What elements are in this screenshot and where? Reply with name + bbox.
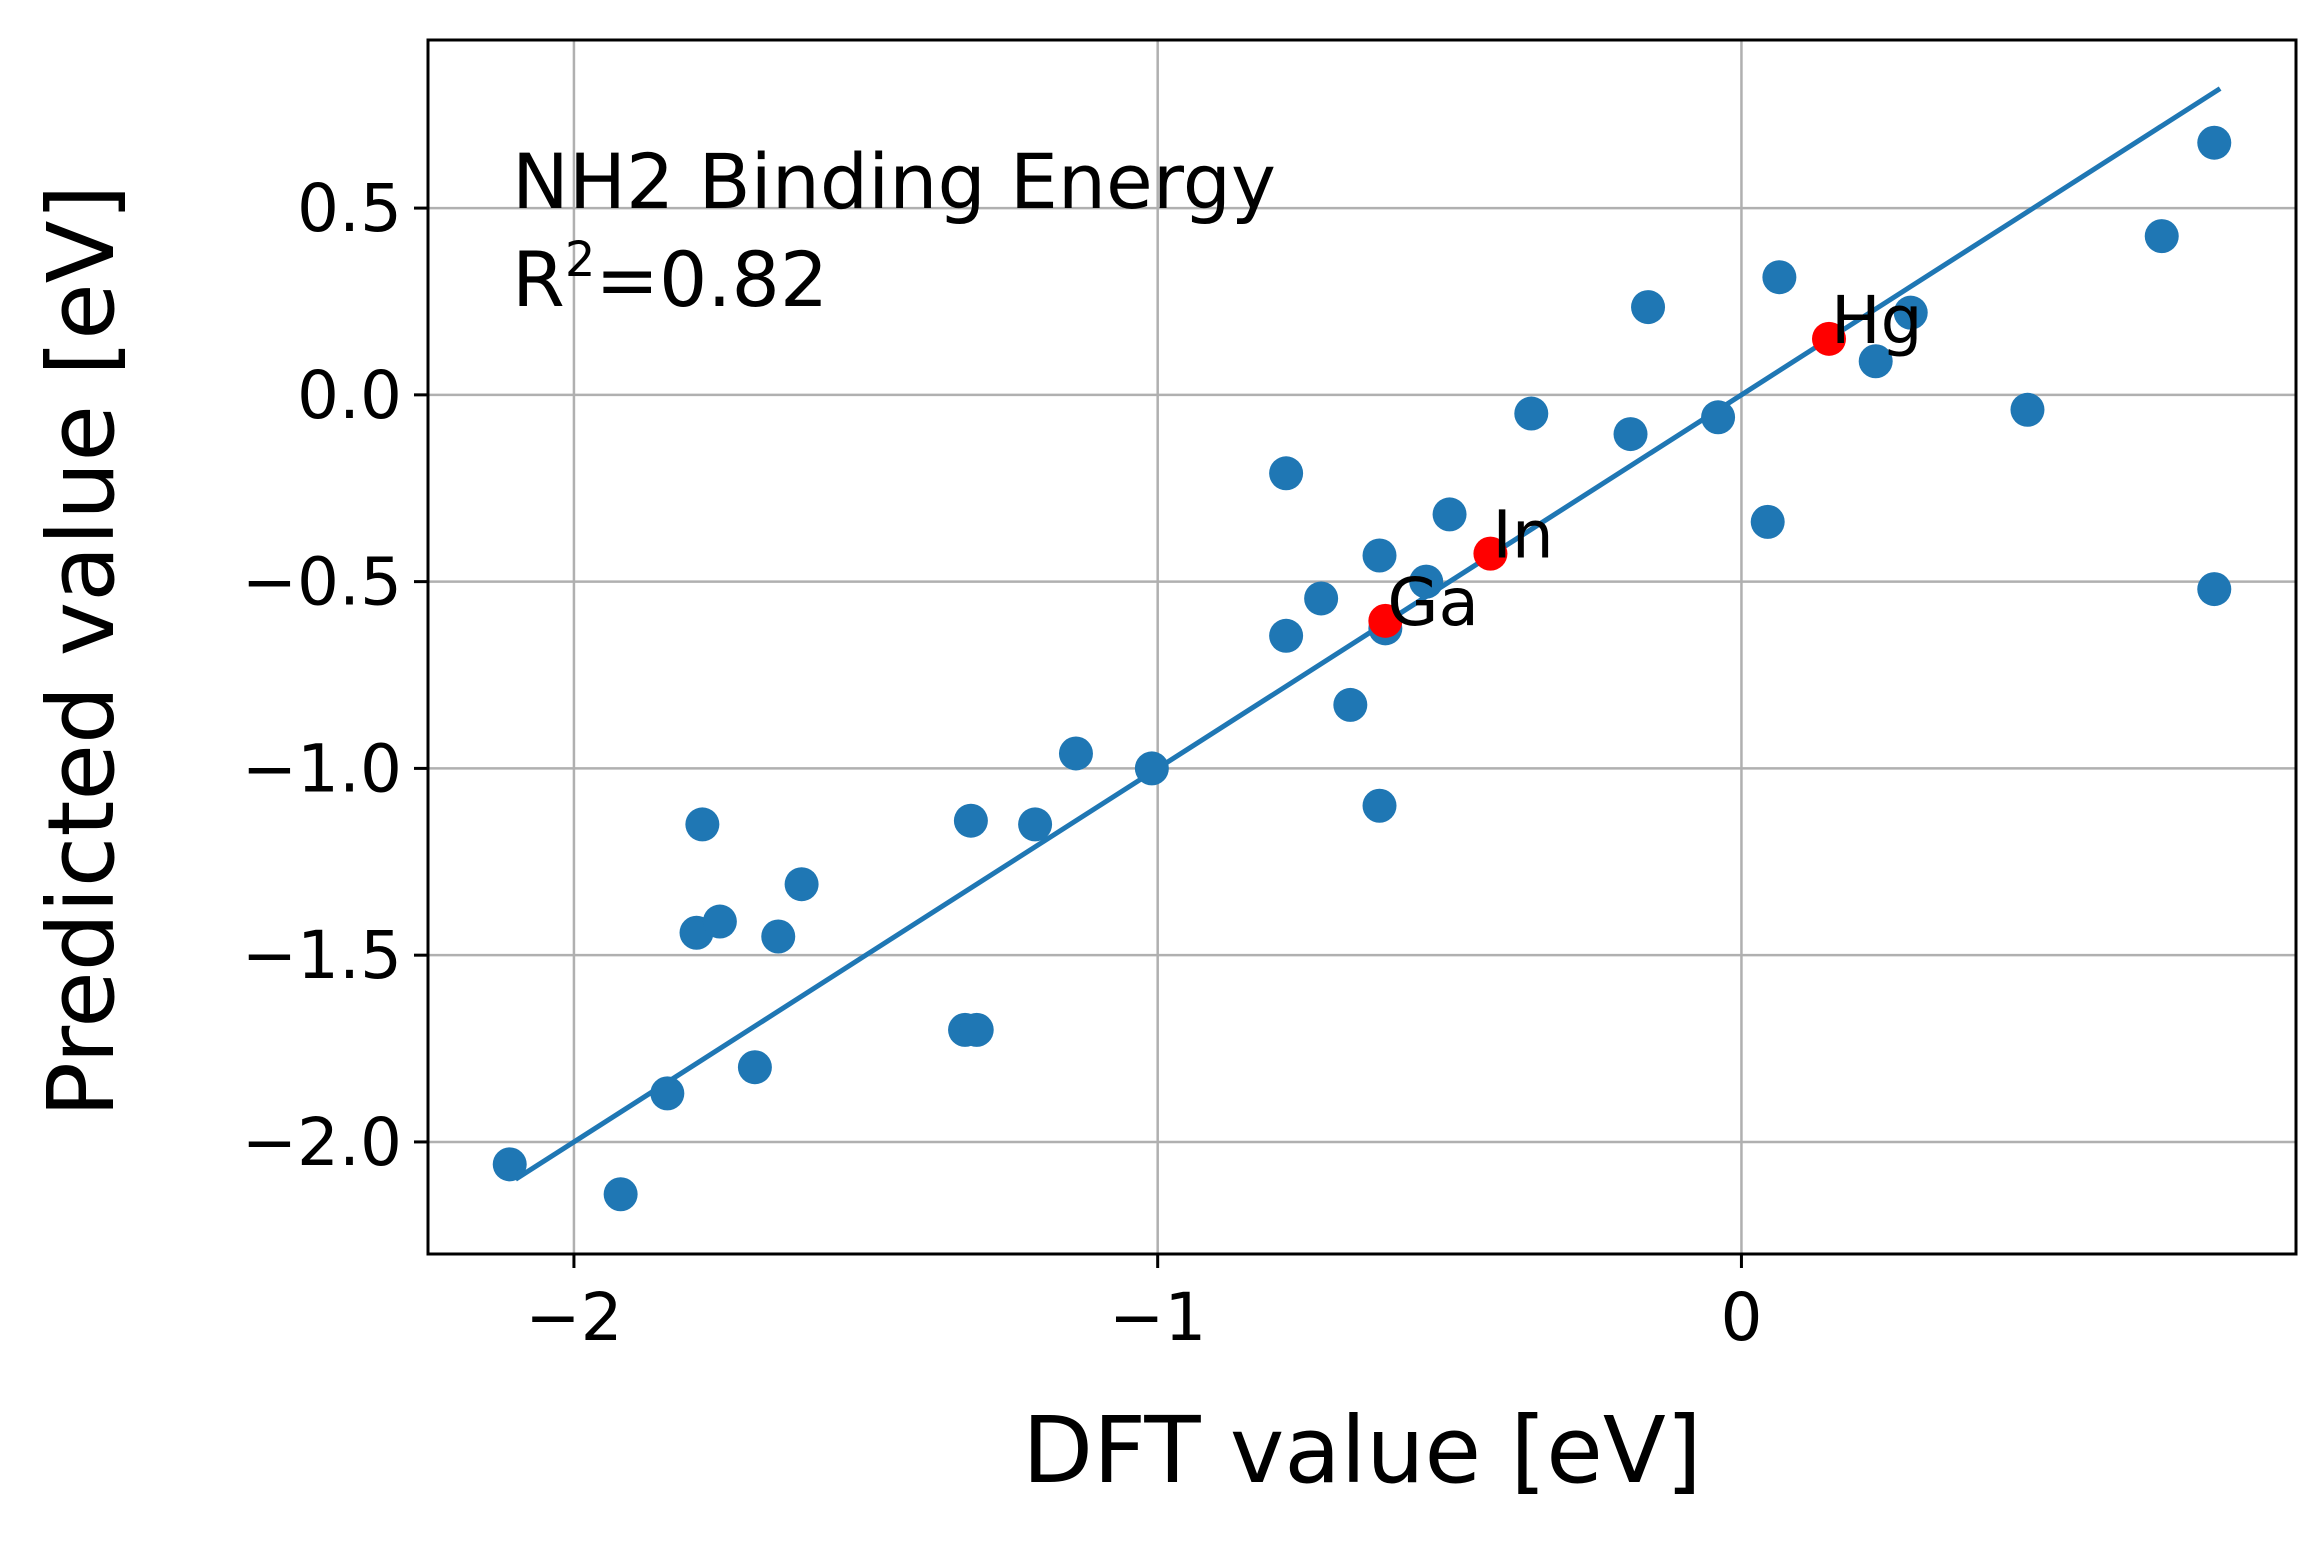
y-axis-label: Predicted value [eV] — [28, 185, 135, 1118]
data-point — [1432, 497, 1467, 532]
data-point — [2010, 392, 2045, 427]
r2-value: =0.82 — [595, 235, 828, 324]
data-point — [1304, 581, 1339, 616]
r2-superscript: 2 — [565, 232, 596, 288]
data-point — [1362, 788, 1397, 823]
data-point — [1858, 344, 1893, 379]
y-tick-label: −2.0 — [242, 1104, 402, 1181]
data-point — [1409, 564, 1444, 599]
grid — [428, 40, 2296, 1254]
data-point — [1269, 456, 1304, 491]
annotation-r2: R2=0.82 — [512, 232, 828, 324]
x-ticks: −2 −1 0 — [525, 1254, 1762, 1356]
data-point — [1269, 618, 1304, 653]
data-point — [784, 867, 819, 902]
data-point — [2197, 572, 2232, 607]
annotation-title: NH2 Binding Energy — [512, 137, 1276, 226]
data-point — [953, 803, 988, 838]
fit-line-group — [514, 86, 2222, 1182]
data-point — [959, 1012, 994, 1047]
data-point — [1058, 736, 1093, 771]
x-tick-label: −1 — [1109, 1279, 1206, 1356]
data-point — [702, 904, 737, 939]
data-point — [2197, 125, 2232, 160]
y-tick-label: 0.5 — [297, 170, 402, 247]
fit-line — [514, 86, 2222, 1182]
data-point — [2144, 219, 2179, 254]
data-point — [685, 807, 720, 842]
data-point — [1631, 290, 1666, 325]
x-tick-label: −2 — [525, 1279, 622, 1356]
x-axis-label: DFT value [eV] — [1022, 1397, 1701, 1504]
data-point — [1701, 400, 1736, 435]
data-point — [1613, 417, 1648, 452]
y-ticks: 0.5 0.0 −0.5 −1.0 −1.5 −2.0 — [242, 170, 428, 1181]
r2-prefix: R — [512, 235, 565, 324]
highlighted-point-hg — [1812, 321, 1846, 356]
data-point — [1333, 687, 1368, 722]
point-label-hg: Hg — [1831, 282, 1923, 359]
data-point — [1762, 260, 1797, 295]
point-label-in: In — [1492, 497, 1553, 574]
plot-frame — [426, 38, 2298, 1256]
data-point — [761, 919, 796, 954]
y-tick-label: 0.0 — [297, 357, 402, 434]
y-tick-label: −1.5 — [242, 917, 402, 994]
data-point — [737, 1050, 772, 1085]
data-point — [603, 1177, 638, 1212]
data-point — [1750, 504, 1785, 539]
data-point — [492, 1147, 527, 1182]
data-point — [1362, 538, 1397, 573]
y-tick-label: −0.5 — [242, 544, 402, 621]
data-point — [1514, 396, 1549, 431]
highlighted-point-in — [1473, 536, 1508, 571]
data-points — [492, 125, 2232, 1212]
data-point — [1893, 295, 1928, 330]
x-tick-label: 0 — [1720, 1279, 1762, 1356]
y-tick-label: −1.0 — [242, 730, 402, 807]
data-point — [1018, 807, 1053, 842]
data-point — [1134, 751, 1169, 786]
data-point — [650, 1076, 685, 1111]
point-label-ga: Ga — [1387, 564, 1479, 641]
highlighted-point-ga — [1368, 603, 1403, 638]
